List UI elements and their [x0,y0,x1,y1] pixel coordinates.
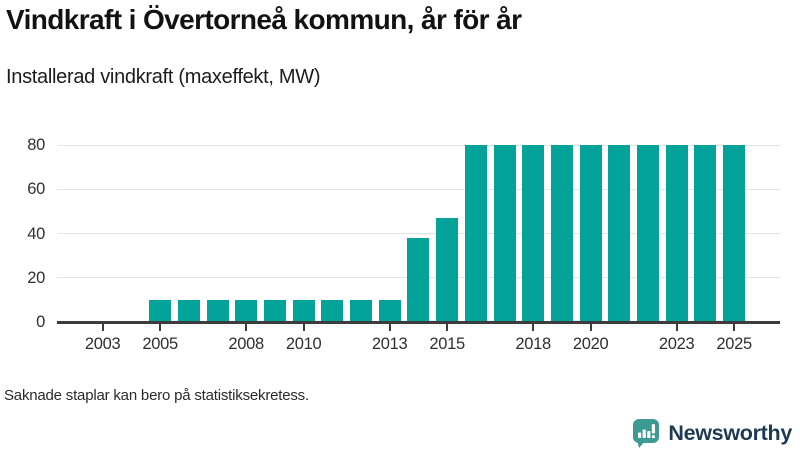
x-axis-tick-2010 [302,323,305,331]
bar-2012 [350,299,372,322]
y-axis-label-40: 40 [27,224,45,243]
bar-2008 [235,299,258,322]
bar-2019 [550,145,573,322]
bar-2006 [177,299,200,322]
x-axis-tick-2008 [245,323,248,331]
x-axis-tick-2020 [589,323,592,331]
bar-2009 [263,299,286,322]
bar-2020 [579,145,602,322]
x-axis-label-2003: 2003 [84,335,121,353]
x-axis-tick-2018 [532,323,535,331]
gridline-60 [57,188,780,190]
gridline-80 [57,144,780,146]
bar-2018 [522,145,545,322]
bar-2023 [665,145,688,322]
brand-name: Newsworthy [668,420,792,445]
footnote: Saknade staplar kan bero på statistiksek… [4,387,309,404]
bar-2011 [321,299,344,322]
bar-2005 [149,299,172,322]
x-axis-tick-2015 [446,323,449,331]
x-axis-label-2015: 2015 [429,335,465,353]
plot-area: 2003 2005 2008 2010 2013 2015 2018 2020 2023 2025 [57,125,780,360]
bar-2017 [493,145,516,322]
x-axis-label-2020: 2020 [572,335,609,353]
gridline-40 [57,233,780,234]
x-axis-label-2010: 2010 [285,335,322,353]
y-axis-label-80: 80 [27,136,45,154]
x-axis-tick-2005 [159,323,162,331]
page-title: Vindkraft i Övertorneå kommun, år för år [6,4,522,35]
bar-2015 [436,218,459,322]
x-axis-label-2018: 2018 [515,335,551,353]
x-axis-label-2013: 2013 [371,335,408,353]
bar-chart: 0 20 40 60 80 2003 2005 2008 2010 2013 2015 2018 20… [0,125,800,360]
bar-2016 [464,145,487,322]
y-axis-label-20: 20 [27,268,45,287]
x-axis-label-2008: 2008 [228,335,264,353]
x-axis-tick-2003 [101,323,104,331]
newsworthy-icon [632,418,660,449]
bar-2013 [378,299,401,322]
x-axis-label-2025: 2025 [716,335,752,353]
bar-2021 [608,145,631,322]
bar-2022 [637,145,659,322]
bar-2014 [407,237,430,322]
bar-2025 [723,145,746,322]
bar-2010 [292,299,315,322]
bar-2007 [206,299,229,322]
x-axis-label-2005: 2005 [142,335,178,353]
x-axis-label-2023: 2023 [658,335,695,353]
brand-logo: Newsworthy [632,417,792,449]
x-axis-tick-2025 [733,323,736,331]
x-axis-tick-2023 [675,323,678,331]
y-axis-label-0: 0 [36,313,45,331]
x-axis-tick-2013 [388,323,391,331]
y-axis-label-60: 60 [27,180,45,199]
bar-2024 [694,145,717,322]
page-subtitle: Installerad vindkraft (maxeffekt, MW) [6,66,321,88]
x-axis-line [57,321,780,324]
